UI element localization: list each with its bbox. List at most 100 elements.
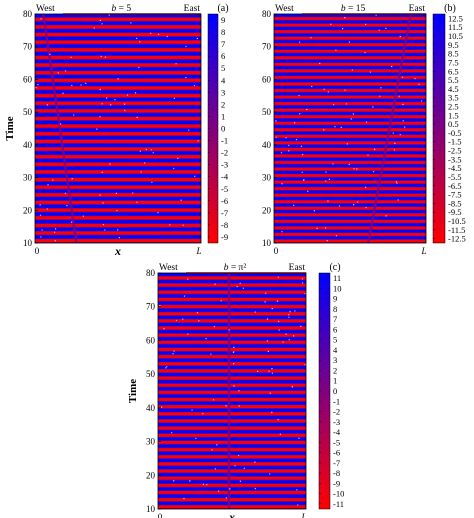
stripe-blue (35, 128, 201, 132)
colorbar-tick-label: 2 (333, 365, 337, 375)
panel-label: (b) (444, 3, 456, 14)
speckle (294, 122, 296, 124)
speckle (278, 329, 280, 331)
speckle (351, 69, 353, 71)
stripe-red (274, 49, 426, 53)
speckle (116, 210, 118, 212)
colorbar-tick-label: -2.5 (448, 146, 461, 156)
y-tick-label: 30 (146, 437, 156, 447)
speckle (117, 78, 119, 80)
stripe-blue (158, 315, 306, 319)
stripe-blue (274, 46, 426, 50)
speckle (378, 29, 380, 31)
speckle (323, 88, 325, 90)
speckle (185, 45, 187, 48)
speckle (398, 95, 400, 97)
speckles (159, 276, 306, 506)
speckle (183, 295, 186, 297)
stripe-red (274, 154, 426, 158)
speckle (66, 205, 68, 207)
speckle (281, 183, 283, 185)
speckle (397, 199, 399, 201)
y-tick-label: 50 (262, 107, 272, 117)
speckle (102, 224, 104, 226)
colorbar-tick-label: 11.5 (448, 22, 463, 32)
stripe-red (35, 231, 201, 235)
speckle (233, 346, 235, 348)
stripe-red (35, 48, 201, 52)
speckle (267, 350, 269, 353)
stripe-red (274, 128, 426, 131)
speckle (233, 385, 235, 387)
speckle (216, 444, 218, 446)
speckle (233, 351, 235, 353)
stripe-blue (274, 112, 426, 115)
speckle (100, 55, 102, 58)
speckle (175, 63, 177, 65)
speckle (365, 186, 367, 188)
speckle (304, 292, 306, 295)
speckle (194, 175, 196, 177)
stripe-blue (35, 113, 201, 117)
speckle (229, 488, 231, 490)
speckle (372, 171, 375, 173)
stripe-red (35, 178, 201, 182)
stripe-blue (158, 444, 306, 448)
stripe-red (158, 305, 306, 308)
stripe-red (35, 223, 201, 227)
stripe-blue (35, 197, 201, 201)
speckle (85, 82, 87, 84)
stripe-red (35, 201, 201, 204)
stripe-blue (274, 164, 426, 168)
speckle (225, 405, 227, 407)
stripe-red (35, 71, 201, 75)
stripe-blue (274, 177, 426, 181)
y-tick-label: 20 (262, 205, 272, 215)
stripe-red (274, 233, 426, 236)
colorbar-tick-label: 3.5 (448, 93, 459, 103)
speckle (301, 278, 304, 280)
speckle (375, 14, 377, 16)
speckle (324, 227, 327, 229)
speckle (348, 163, 350, 166)
stripe-red (274, 76, 426, 79)
stripe-blue (274, 20, 426, 24)
stripe-red (158, 483, 306, 487)
stripe-blue (35, 220, 201, 224)
y-tick-label: 30 (262, 173, 272, 183)
colorbar-tick-label: -1 (333, 396, 340, 406)
speckle (101, 23, 103, 25)
speckle (183, 497, 185, 500)
speckle (353, 168, 355, 170)
colorbar-tick-label: -11 (333, 499, 344, 509)
colorbar-tick-label: -3.5 (448, 154, 461, 164)
colorbar-tick-label: 2 (221, 99, 225, 109)
speckle (256, 370, 259, 373)
stripe-red (35, 55, 201, 59)
speckle (293, 204, 295, 206)
speckle (316, 227, 318, 229)
colorbar-tick-label: 10 (333, 283, 342, 293)
speckle (345, 103, 347, 105)
colorbar-tick-label: 8.5 (448, 49, 459, 59)
stripe-red (274, 135, 426, 138)
speckle (187, 333, 189, 335)
colorbar-tick-label: -11.5 (448, 225, 465, 235)
speckle (73, 114, 75, 116)
stripe-red (158, 419, 306, 423)
colorbar-tick-label: 5 (221, 63, 225, 73)
phase-shift-line (367, 13, 413, 244)
speckle (288, 150, 290, 152)
stripe-red (274, 56, 426, 60)
speckle (214, 283, 216, 285)
stripe-red (35, 208, 201, 212)
speckle (264, 301, 266, 303)
stripe-blue (35, 36, 201, 41)
speckle (136, 201, 138, 203)
colorbar-tick-label: 1.5 (448, 110, 459, 120)
speckle (298, 437, 300, 439)
speckle (54, 231, 56, 233)
stripe-red (35, 33, 201, 36)
stripe-red (274, 213, 426, 217)
speckle (202, 413, 204, 415)
